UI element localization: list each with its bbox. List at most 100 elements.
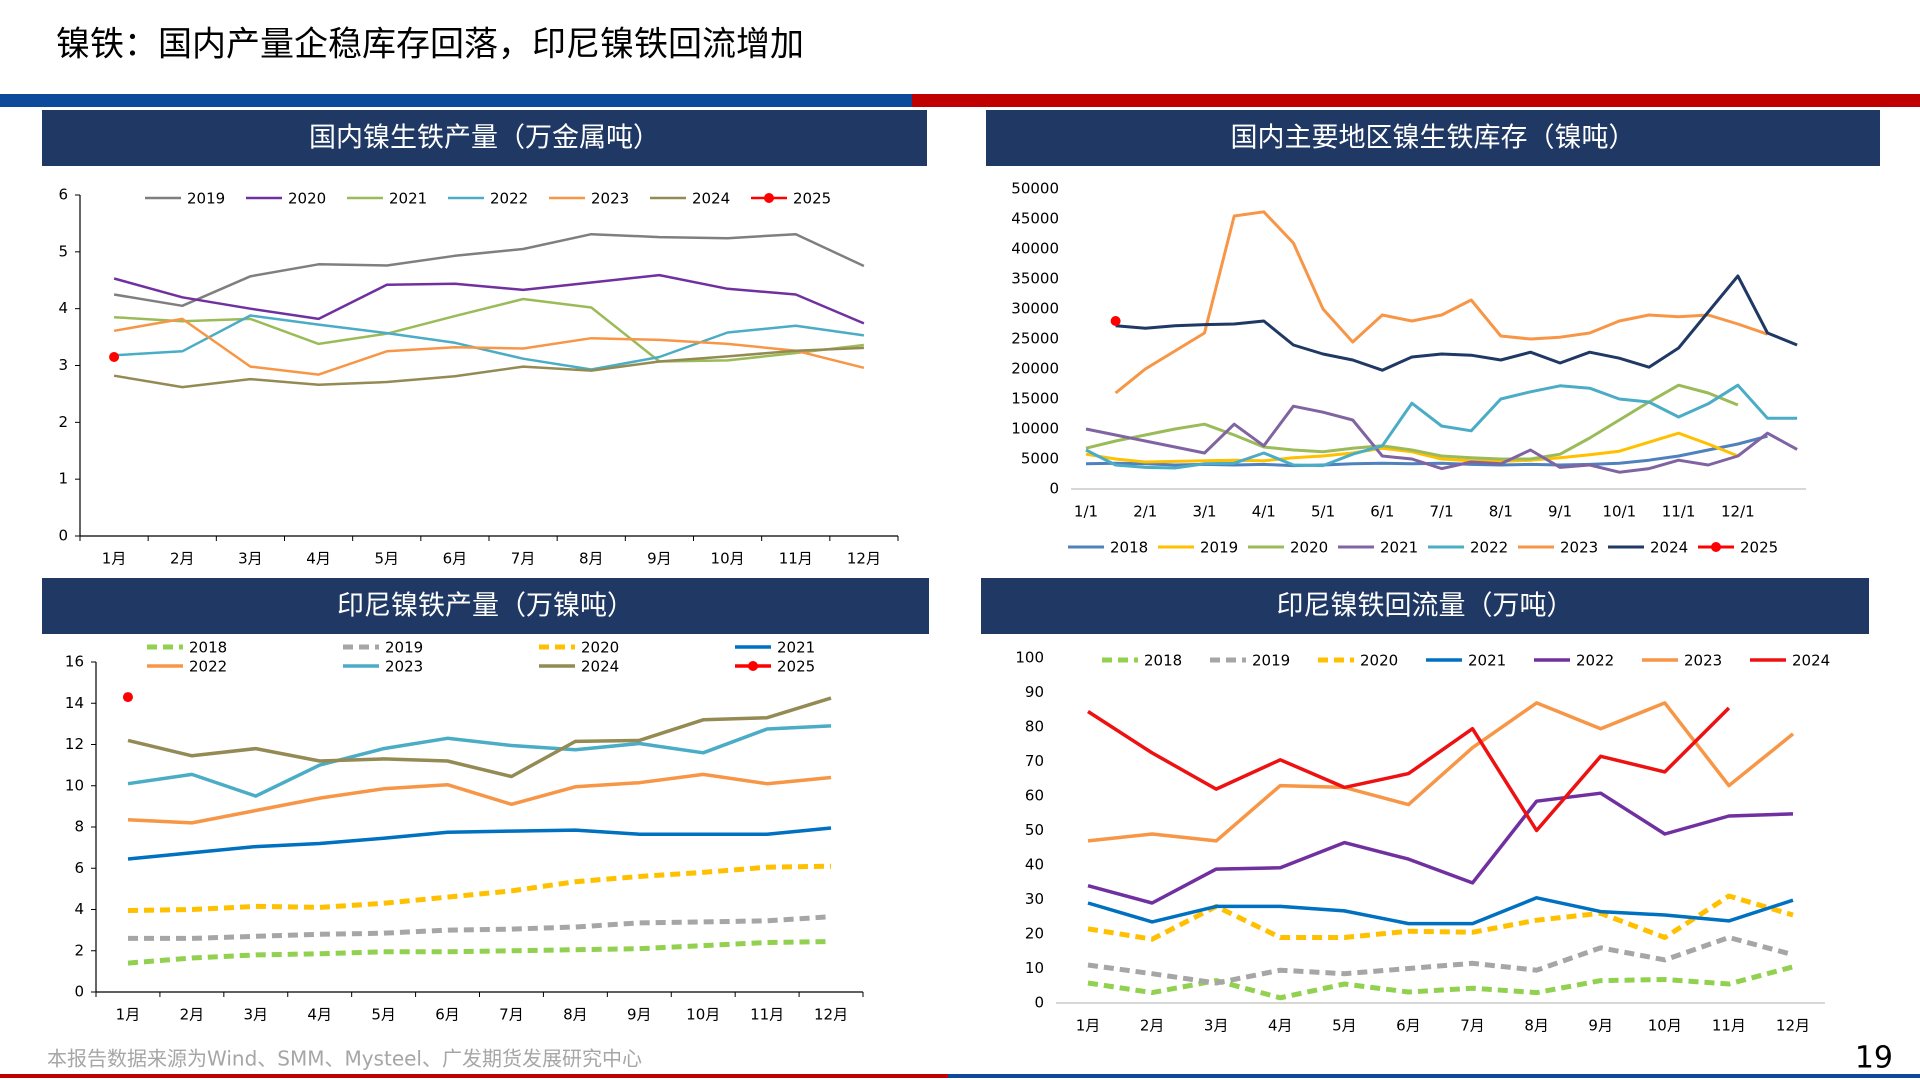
series-line bbox=[1085, 383, 1798, 470]
panel-header bbox=[981, 578, 1869, 634]
header-band-red bbox=[912, 94, 1920, 107]
x-tick-label: 2月 bbox=[1140, 1017, 1165, 1035]
x-tick-label: 9月 bbox=[1588, 1017, 1613, 1035]
y-tick-label: 60 bbox=[1025, 787, 1044, 805]
y-tick-label: 0 bbox=[1034, 994, 1044, 1012]
panel-header bbox=[42, 110, 927, 166]
y-tick-label: 5000 bbox=[1021, 450, 1059, 468]
x-tick-label: 1月 bbox=[1076, 1017, 1101, 1035]
x-tick-label: 6月 bbox=[443, 550, 468, 568]
x-tick-label: 2月 bbox=[170, 550, 195, 568]
page-title: 镍铁：国内产量企稳库存回落，印尼镍铁回流增加 bbox=[56, 25, 804, 65]
series-line bbox=[127, 863, 832, 913]
panel-header bbox=[42, 578, 929, 634]
series-line bbox=[114, 297, 865, 363]
chart-title: 印尼镍铁产量（万镍吨） bbox=[337, 591, 634, 622]
series-line bbox=[113, 346, 864, 389]
footer-band-red bbox=[0, 1074, 948, 1078]
x-tick-label: 3月 bbox=[244, 1006, 269, 1024]
series-line bbox=[1085, 404, 1798, 474]
series-line bbox=[113, 317, 865, 376]
legend-label: 2021 bbox=[1468, 652, 1506, 670]
x-tick-label: 11/1 bbox=[1662, 503, 1696, 521]
legend-label: 2023 bbox=[1684, 652, 1722, 670]
x-tick-label: 7/1 bbox=[1429, 503, 1453, 521]
x-tick-label: 5月 bbox=[371, 1006, 396, 1024]
legend-label: 2018 bbox=[189, 639, 227, 657]
x-tick-label: 9月 bbox=[647, 550, 672, 568]
chart-title: 印尼镍铁回流量（万吨） bbox=[1277, 591, 1574, 622]
legend-label: 2025 bbox=[777, 658, 815, 676]
x-tick-label: 10月 bbox=[686, 1006, 720, 1024]
legend-label: 2024 bbox=[1792, 652, 1830, 670]
y-tick-label: 30 bbox=[1025, 890, 1044, 908]
panel-header bbox=[986, 110, 1880, 166]
y-tick-label: 4 bbox=[58, 299, 68, 317]
legend-label: 2024 bbox=[1650, 539, 1688, 557]
y-tick-label: 50000 bbox=[1011, 180, 1059, 198]
series-line bbox=[127, 724, 832, 798]
y-tick-label: 100 bbox=[1015, 649, 1044, 667]
data-point bbox=[109, 351, 120, 362]
legend-label: 2019 bbox=[1200, 539, 1238, 557]
series-line bbox=[128, 914, 832, 941]
y-tick-label: 20 bbox=[1025, 925, 1044, 943]
y-tick-label: 10 bbox=[1025, 959, 1044, 977]
x-tick-label: 3月 bbox=[1204, 1017, 1229, 1035]
legend-label: 2018 bbox=[1144, 652, 1182, 670]
y-tick-label: 4 bbox=[74, 900, 84, 918]
x-tick-label: 10月 bbox=[1648, 1017, 1682, 1035]
y-tick-label: 2 bbox=[74, 941, 84, 959]
legend-label: 2018 bbox=[1110, 539, 1148, 557]
series-line bbox=[1087, 701, 1795, 843]
x-tick-label: 12月 bbox=[847, 550, 881, 568]
y-tick-label: 12 bbox=[65, 735, 84, 753]
y-tick-label: 6 bbox=[58, 186, 68, 204]
series-line bbox=[127, 939, 832, 966]
legend-label: 2020 bbox=[581, 639, 619, 657]
legend-label: 2023 bbox=[591, 190, 629, 208]
legend-label: 2019 bbox=[1252, 652, 1290, 670]
legend-label: 2021 bbox=[777, 639, 815, 657]
y-tick-label: 25000 bbox=[1011, 330, 1059, 348]
x-tick-label: 11月 bbox=[750, 1006, 784, 1024]
series-line bbox=[113, 232, 865, 308]
y-tick-label: 40000 bbox=[1011, 240, 1059, 258]
legend-label: 2022 bbox=[189, 658, 227, 676]
x-tick-label: 5月 bbox=[1332, 1017, 1357, 1035]
series-line bbox=[1085, 383, 1739, 461]
x-tick-label: 6月 bbox=[1396, 1017, 1421, 1035]
x-tick-label: 12月 bbox=[1776, 1017, 1810, 1035]
legend-label: 2021 bbox=[389, 190, 427, 208]
data-point bbox=[122, 692, 133, 703]
y-tick-label: 45000 bbox=[1011, 210, 1059, 228]
x-tick-label: 11月 bbox=[779, 550, 813, 568]
y-tick-label: 0 bbox=[58, 527, 68, 545]
y-tick-label: 1 bbox=[58, 470, 68, 488]
x-tick-label: 8月 bbox=[563, 1006, 588, 1024]
header-band-blue bbox=[0, 94, 912, 107]
legend-label: 2020 bbox=[288, 190, 326, 208]
x-tick-label: 4月 bbox=[1268, 1017, 1293, 1035]
y-tick-label: 50 bbox=[1025, 821, 1044, 839]
y-tick-label: 20000 bbox=[1011, 360, 1059, 378]
chart-title: 国内镍生铁产量（万金属吨） bbox=[309, 123, 660, 154]
series-line bbox=[1114, 210, 1768, 395]
page-number: 19 bbox=[1855, 1041, 1893, 1076]
series-line bbox=[1087, 706, 1731, 833]
legend-label: 2024 bbox=[581, 658, 619, 676]
x-tick-label: 6月 bbox=[435, 1006, 460, 1024]
legend-label: 2024 bbox=[692, 190, 730, 208]
x-tick-label: 10月 bbox=[711, 550, 745, 568]
chart-title: 国内主要地区镍生铁库存（镍吨） bbox=[1231, 123, 1636, 154]
x-tick-label: 2月 bbox=[180, 1006, 205, 1024]
series-line bbox=[1087, 791, 1794, 905]
legend-label: 2025 bbox=[793, 190, 831, 208]
x-tick-label: 8月 bbox=[579, 550, 604, 568]
x-tick-label: 4/1 bbox=[1252, 503, 1276, 521]
x-tick-label: 7月 bbox=[511, 550, 536, 568]
y-tick-label: 0 bbox=[1049, 480, 1059, 498]
y-tick-label: 10000 bbox=[1011, 420, 1059, 438]
x-tick-label: 6/1 bbox=[1370, 503, 1394, 521]
